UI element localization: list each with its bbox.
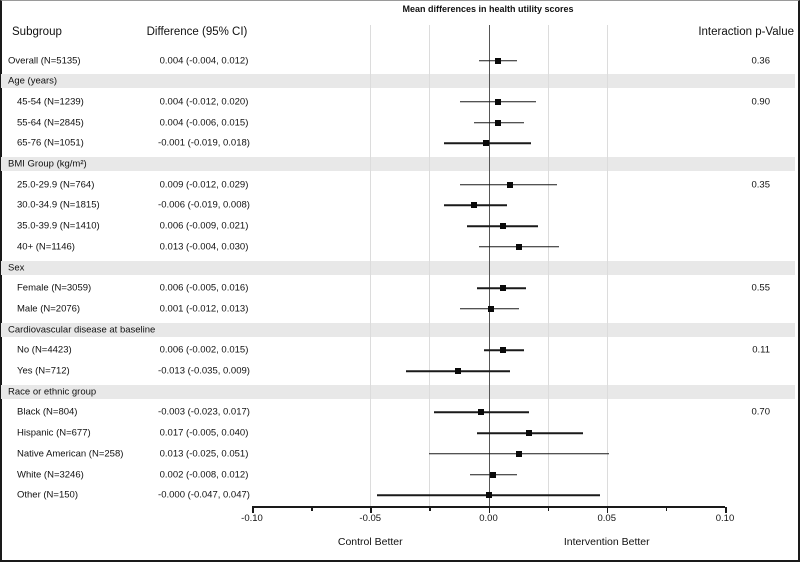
interaction-p-value: 0.90	[751, 96, 771, 108]
axis-major-tick	[488, 507, 490, 513]
point-estimate-marker	[494, 119, 501, 126]
axis-major-tick	[725, 507, 727, 513]
interaction-p-value: 0.11	[752, 344, 770, 356]
difference-value: 0.009 (-0.012, 0.029)	[159, 179, 249, 191]
group-band	[1, 322, 795, 337]
point-estimate-marker	[499, 347, 506, 354]
forest-row-label: 40+ (N=1146)	[17, 241, 75, 253]
gridline	[429, 25, 431, 507]
group-band	[1, 260, 795, 275]
difference-value: 0.004 (-0.006, 0.015)	[159, 117, 249, 129]
forest-row-label: Female (N=3059)	[17, 282, 92, 294]
chart-title: Mean differences in health utility score…	[402, 4, 574, 14]
group-band-label: Age (years)	[8, 75, 58, 87]
point-estimate-marker	[494, 57, 501, 64]
gridline	[606, 25, 608, 507]
difference-value: -0.013 (-0.035, 0.009)	[158, 365, 250, 377]
difference-value: 0.017 (-0.005, 0.040)	[159, 427, 249, 439]
forest-row-label: 65-76 (N=1051)	[17, 137, 84, 149]
axis-minor-tick	[665, 507, 668, 511]
group-band-label: Sex	[8, 262, 25, 273]
zero-reference-line	[488, 25, 490, 507]
interaction-p-value: 0.35	[751, 179, 771, 191]
column-header-difference: Difference (95% CI)	[146, 26, 248, 38]
point-estimate-marker	[478, 409, 485, 416]
forest-row-label: Other (N=150)	[17, 489, 78, 501]
group-band	[1, 157, 795, 171]
forest-row-label: White (N=3246)	[17, 469, 84, 480]
forest-row-label: Yes (N=712)	[17, 365, 70, 377]
group-band-label: BMI Group (kg/m²)	[8, 158, 87, 170]
axis-tick-label: 0.00	[479, 513, 498, 524]
point-estimate-marker	[454, 368, 461, 374]
axis-tick-label: -0.05	[359, 513, 382, 524]
axis-caption-intervention-better: Intervention Better	[563, 536, 650, 548]
difference-value: 0.004 (-0.012, 0.020)	[159, 96, 249, 108]
axis-major-tick	[370, 507, 372, 513]
column-header-subgroup: Subgroup	[12, 26, 62, 38]
interaction-p-value: 0.36	[751, 55, 771, 66]
point-estimate-marker	[471, 202, 478, 209]
point-estimate-marker	[506, 181, 513, 188]
difference-value: 0.004 (-0.004, 0.012)	[159, 55, 249, 66]
point-estimate-marker	[485, 492, 492, 499]
group-band	[1, 384, 795, 399]
axis-major-tick	[606, 507, 609, 513]
group-band-label: Cardiovascular disease at baseline	[8, 324, 156, 336]
axis-tick-label: -0.10	[241, 513, 263, 524]
difference-value: -0.003 (-0.023, 0.017)	[158, 406, 250, 418]
axis-caption-control-better: Control Better	[337, 536, 403, 548]
column-header-interaction-p-value: Interaction p-Value	[698, 26, 794, 38]
difference-value: 0.001 (-0.012, 0.013)	[159, 303, 249, 315]
axis-minor-tick	[311, 507, 313, 511]
point-estimate-marker	[487, 305, 494, 312]
point-estimate-marker	[525, 430, 532, 437]
forest-row-label: 55-64 (N=2845)	[17, 117, 84, 129]
forest-row-label: Overall (N=5135)	[8, 55, 81, 66]
gridline	[547, 25, 549, 507]
group-band	[1, 74, 795, 89]
forest-row-label: Male (N=2076)	[17, 303, 81, 315]
difference-value: -0.001 (-0.019, 0.018)	[158, 137, 250, 149]
forest-row-label: 45-54 (N=1239)	[17, 96, 84, 108]
difference-value: -0.006 (-0.019, 0.008)	[158, 199, 250, 211]
difference-value: -0.000 (-0.047, 0.047)	[158, 489, 250, 501]
difference-value: 0.013 (-0.025, 0.051)	[159, 448, 249, 460]
point-estimate-marker	[499, 223, 506, 230]
forest-row-label: 35.0-39.9 (N=1410)	[17, 220, 100, 232]
axis-line	[252, 506, 725, 508]
forest-row-label: Native American (N=258)	[17, 448, 124, 460]
point-estimate-marker	[483, 140, 490, 147]
axis-tick-label: 0.05	[597, 513, 617, 524]
point-estimate-marker	[490, 471, 497, 478]
axis-major-tick	[252, 507, 254, 513]
group-band-label: Race or ethnic group	[8, 386, 97, 398]
difference-value: 0.006 (-0.002, 0.015)	[159, 344, 249, 356]
difference-value: 0.006 (-0.005, 0.016)	[159, 282, 249, 294]
forest-row-label: No (N=4423)	[17, 344, 72, 356]
axis-minor-tick	[429, 507, 431, 511]
difference-value: 0.013 (-0.004, 0.030)	[159, 241, 249, 253]
difference-value: 0.006 (-0.009, 0.021)	[159, 220, 249, 232]
point-estimate-marker	[494, 98, 501, 105]
gridline	[370, 25, 372, 507]
interaction-p-value: 0.55	[751, 282, 771, 294]
difference-value: 0.002 (-0.008, 0.012)	[159, 469, 249, 480]
axis-minor-tick	[547, 507, 550, 511]
forest-row-label: Hispanic (N=677)	[17, 427, 91, 439]
forest-row-label: 25.0-29.9 (N=764)	[17, 179, 95, 191]
point-estimate-marker	[516, 243, 523, 250]
point-estimate-marker	[516, 450, 523, 457]
forest-row-label: 30.0-34.9 (N=1815)	[17, 199, 100, 211]
interaction-p-value: 0.70	[751, 406, 771, 418]
point-estimate-marker	[499, 285, 506, 292]
forest-row-label: Black (N=804)	[17, 406, 78, 418]
axis-tick-label: 0.10	[715, 513, 735, 524]
